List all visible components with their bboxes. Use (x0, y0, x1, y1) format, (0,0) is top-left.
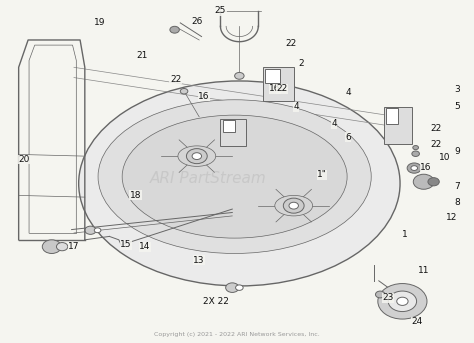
Text: 2: 2 (298, 59, 304, 68)
Circle shape (283, 198, 304, 213)
Ellipse shape (178, 146, 216, 166)
Text: 1: 1 (402, 230, 408, 239)
Circle shape (428, 178, 439, 186)
Text: 12: 12 (447, 213, 458, 222)
Ellipse shape (98, 100, 371, 253)
Text: 10: 10 (439, 153, 451, 162)
Circle shape (289, 202, 299, 209)
Text: 22: 22 (430, 140, 441, 149)
Text: 8: 8 (454, 198, 460, 207)
Bar (265, 69, 280, 83)
Circle shape (411, 166, 418, 170)
Text: 16: 16 (269, 84, 281, 93)
Circle shape (186, 149, 207, 164)
Text: 17: 17 (68, 242, 80, 251)
Text: 19: 19 (94, 19, 106, 27)
Circle shape (180, 88, 188, 94)
Text: 22: 22 (430, 124, 441, 133)
Circle shape (413, 174, 434, 189)
Text: 11: 11 (418, 266, 429, 275)
Bar (223, 120, 235, 132)
Text: 7: 7 (454, 182, 460, 191)
Text: 3: 3 (454, 85, 460, 94)
Text: Copyright (c) 2021 - 2022 ARI Network Services, Inc.: Copyright (c) 2021 - 2022 ARI Network Se… (154, 332, 320, 337)
Bar (263, 67, 294, 102)
Text: 18: 18 (129, 191, 141, 200)
Text: 22: 22 (286, 39, 297, 48)
Circle shape (236, 285, 243, 291)
Circle shape (413, 145, 419, 150)
Text: 16: 16 (198, 92, 210, 101)
Text: 22: 22 (170, 75, 181, 84)
Text: 6: 6 (345, 133, 351, 142)
Ellipse shape (122, 115, 347, 238)
Text: 9: 9 (454, 146, 460, 155)
Text: 23: 23 (383, 293, 394, 303)
Text: 5: 5 (454, 102, 460, 111)
Circle shape (42, 240, 61, 253)
Ellipse shape (275, 196, 313, 216)
Circle shape (412, 151, 419, 156)
Text: 21: 21 (137, 51, 148, 60)
Text: 4: 4 (293, 102, 299, 111)
Circle shape (378, 284, 427, 319)
Text: 20: 20 (18, 155, 30, 164)
Circle shape (85, 226, 96, 234)
Text: 15: 15 (120, 240, 132, 249)
Text: 13: 13 (193, 256, 205, 265)
Circle shape (192, 153, 201, 159)
Text: 25: 25 (215, 7, 226, 15)
Text: 14: 14 (139, 242, 151, 251)
Bar (383, 107, 412, 144)
Bar (386, 108, 398, 124)
Circle shape (56, 243, 68, 251)
Circle shape (397, 297, 408, 305)
Circle shape (407, 163, 421, 173)
Circle shape (388, 291, 417, 311)
Text: 4: 4 (331, 119, 337, 128)
Text: 16: 16 (420, 163, 432, 172)
Circle shape (170, 26, 179, 33)
Text: 2X 22: 2X 22 (203, 297, 228, 306)
Text: 1": 1" (317, 170, 327, 179)
Bar (220, 119, 246, 146)
Text: 26: 26 (191, 17, 202, 26)
Text: ARI PartStream: ARI PartStream (150, 171, 267, 186)
Text: 22: 22 (276, 84, 288, 93)
Circle shape (94, 228, 101, 233)
Text: 4: 4 (345, 88, 351, 97)
Circle shape (235, 72, 244, 79)
Ellipse shape (79, 81, 400, 286)
Text: 24: 24 (411, 317, 422, 326)
Circle shape (375, 291, 385, 298)
Circle shape (226, 283, 239, 293)
